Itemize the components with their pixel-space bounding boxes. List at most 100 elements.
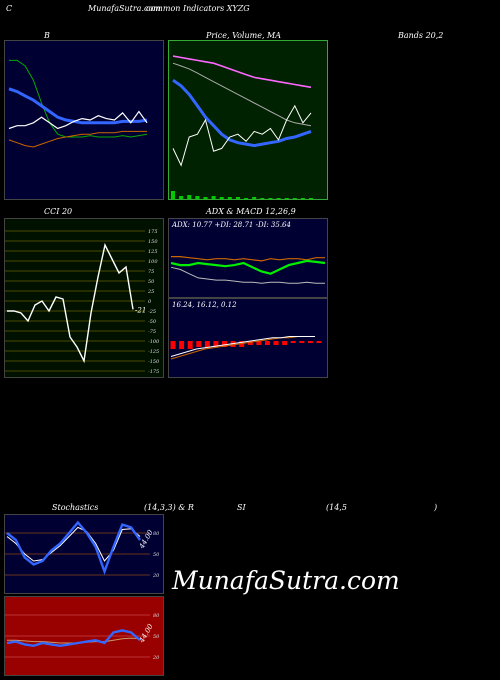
macd-readout: 16.24, 16.12, 0.12 [172, 301, 237, 309]
stoch-k-line [6, 520, 141, 576]
volume-bar [244, 198, 249, 199]
volume-bar [195, 196, 200, 199]
volume-bar [276, 198, 281, 199]
cci-tick-label: 150 [148, 239, 158, 245]
macd-chart [170, 336, 322, 360]
cci-panel: 175 150 125 100 75 50 25 0 -25 -50 -75 -100 -125 -150… [4, 218, 164, 378]
cci-tick-label: -50 [148, 319, 157, 325]
rsi-tick-label: 50 [153, 634, 160, 640]
stoch-tick-label: 80 [153, 531, 160, 537]
volume-bar [252, 197, 257, 199]
watermark: MunafaSutra.com [172, 566, 400, 595]
ma-short-line [172, 78, 312, 148]
volume-bar [260, 198, 265, 199]
cci-line [7, 242, 134, 364]
price-ma-panel [168, 40, 328, 200]
price-ma-chart [171, 55, 313, 199]
cci-tick-label: -150 [148, 359, 160, 365]
volume-bar [227, 197, 232, 199]
stochastics-panel: 80 50 20 44.00 [4, 514, 164, 594]
macd-histogram-bar [264, 341, 270, 345]
macd-histogram-bar [307, 341, 313, 343]
rsi-line [6, 629, 141, 648]
macd-histogram-bar [316, 341, 322, 343]
header-left: C [6, 4, 13, 13]
volume-bar [284, 198, 289, 199]
cci-tick-label: 75 [148, 269, 154, 275]
macd-histogram-bar [282, 341, 288, 345]
cci-tick-label: 0 [148, 299, 152, 305]
volume-bar [211, 196, 216, 199]
rsi-tick-label: 20 [152, 655, 160, 661]
macd-histogram-bar [196, 341, 202, 347]
macd-histogram-bar [256, 341, 262, 345]
stoch-tick-label: 50 [153, 552, 160, 558]
cci-tick-label: -75 [148, 329, 156, 335]
cci-tick-label: 25 [147, 289, 154, 295]
page-subtitle: common Indicators XYZG [146, 4, 250, 13]
adx-readout: ADX: 10.77 +DI: 28.71 -DI: 35.64 [172, 221, 291, 229]
ma-mid-line [172, 62, 312, 127]
macd-line [170, 336, 315, 357]
cci-title: CCI 20 [44, 207, 73, 216]
rsi-panel: 80 50 20 44.00 [4, 596, 164, 676]
cci-chart: 175 150 125 100 75 50 25 0 -25 -50 -75 -100 -125 -150… [5, 229, 160, 375]
stoch-tick-label: 20 [152, 573, 160, 579]
volume-bar [292, 198, 297, 199]
macd-histogram-bar [222, 341, 228, 347]
adx-line [170, 266, 325, 284]
adx-chart [170, 255, 326, 284]
bollinger-title: B [44, 31, 50, 40]
macd-histogram-bar [247, 341, 253, 345]
volume-bar [300, 198, 305, 199]
ma-long-line [172, 55, 312, 89]
bollinger-panel [4, 40, 164, 200]
macd-histogram-bar [213, 341, 219, 347]
price-ma-title: Price, Volume, MA [206, 31, 282, 40]
rsi-ma-line [7, 637, 141, 644]
cci-tick-label: -25 [148, 309, 156, 315]
minus-di-line [171, 255, 325, 262]
bollinger-chart [8, 59, 148, 148]
volume-bar [235, 197, 240, 199]
boll-price-line [8, 110, 148, 130]
cci-tick-label: 175 [148, 229, 158, 235]
stoch-title-b: (14,3,3) & R [144, 503, 194, 512]
volume-bar [309, 198, 313, 199]
macd-histogram-bar [204, 341, 210, 347]
macd-histogram-bar [187, 341, 193, 349]
adx-panel: ADX: 10.77 +DI: 28.71 -DI: 35.64 [168, 218, 328, 298]
macd-histogram-bar [299, 341, 305, 343]
macd-panel: 16.24, 16.12, 0.12 [168, 298, 328, 378]
adx-macd-title: ADX & MACD 12,26,9 [206, 207, 296, 216]
stoch-title-e: ) [434, 503, 438, 512]
cci-tick-label: 125 [148, 249, 158, 255]
cci-tick-label: -100 [148, 339, 160, 345]
macd-signal-line [170, 336, 315, 360]
cci-tick-label: 100 [148, 259, 158, 265]
rsi-tick-label: 80 [153, 613, 160, 619]
plus-di-line [170, 259, 326, 275]
volume-bar [187, 195, 192, 199]
volume-bar [179, 196, 184, 199]
bands-title: Bands 20,2 [398, 31, 444, 40]
stoch-title-a: Stochastics [52, 503, 99, 512]
volume-bar [268, 198, 273, 199]
volume-bar [219, 197, 224, 199]
macd-histogram-bar [273, 341, 279, 345]
site-name: MunafaSutra.com [88, 4, 161, 13]
cci-tick-label: 50 [148, 279, 155, 285]
volume-bar [171, 191, 175, 199]
cci-value-label: -21 [135, 306, 146, 314]
stoch-title-c: SI [237, 503, 246, 512]
cci-tick-label: -125 [148, 349, 159, 355]
boll-lower-band [8, 130, 147, 148]
volume-bar [203, 197, 208, 199]
stoch-title-d: (14,5 [326, 503, 347, 512]
boll-middle-band [8, 87, 148, 125]
stoch-d-line [6, 526, 141, 562]
boll-upper-band [9, 59, 148, 138]
macd-histogram-bar [290, 341, 296, 343]
